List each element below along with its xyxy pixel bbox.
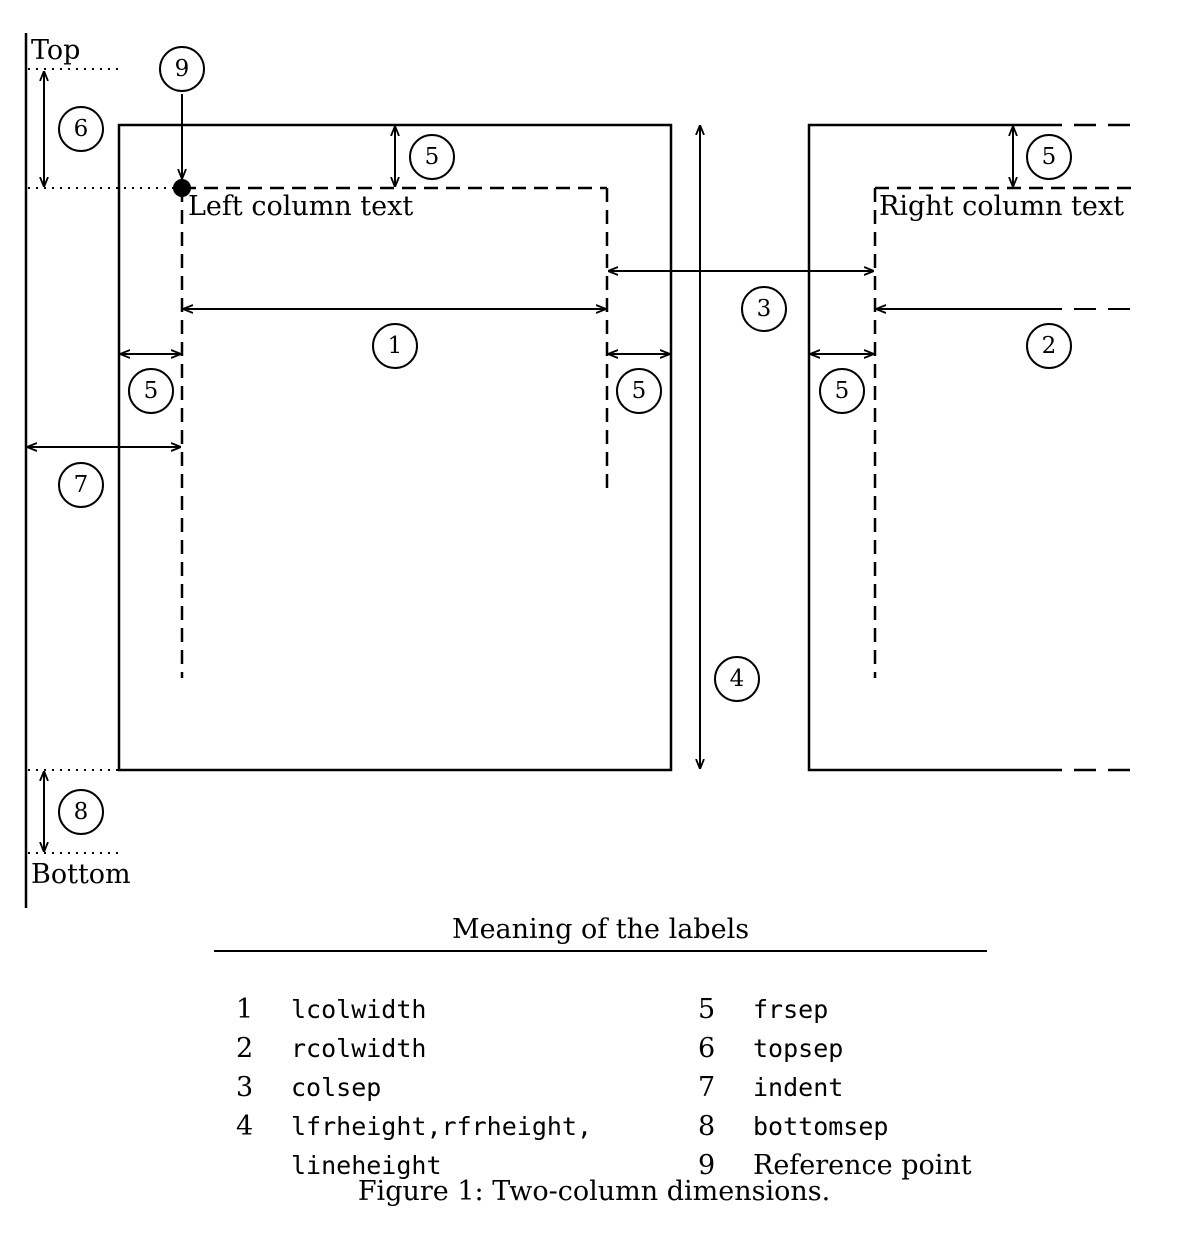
- legend-num-3: 3: [236, 1072, 254, 1103]
- dotted-guides: [28, 68, 180, 854]
- right-column-text: Right column text: [879, 191, 1124, 222]
- legend-grid: 1 lcolwidth 2 rcolwidth 3 colsep 4 lfrhe…: [214, 952, 987, 1181]
- legend-table: Meaning of the labels 1 lcolwidth 2 rcol…: [214, 912, 987, 1181]
- top-label: Top: [31, 35, 80, 66]
- legend-name-3: colsep: [291, 1073, 382, 1102]
- legend-name-5: frsep: [753, 995, 829, 1024]
- right-frame: [807, 123, 1040, 772]
- legend-name-8: bottomsep: [753, 1112, 889, 1141]
- legend-num-7: 7: [698, 1072, 716, 1103]
- legend-name-4-cont: lineheight: [291, 1151, 442, 1180]
- legend-num-1: 1: [236, 994, 254, 1025]
- right-text-area: [873, 186, 1135, 678]
- callout-2: 2: [1042, 333, 1057, 359]
- dimension-arrows: [28, 72, 1040, 851]
- legend-name-7: indent: [753, 1073, 844, 1102]
- callout-8: 8: [74, 799, 89, 825]
- callout-6: 6: [74, 116, 89, 142]
- callout-numbers: 9 6 5 5 3 1 2 5 5 5 7 4 8: [74, 56, 1057, 825]
- figure-caption: Figure 1: Two-column dimensions.: [357, 1176, 831, 1207]
- legend-num-2: 2: [236, 1033, 254, 1064]
- legend-name-1: lcolwidth: [291, 995, 427, 1024]
- right-frame-continuation: [1040, 123, 1135, 772]
- legend-name-4: lfrheight,rfrheight,: [291, 1112, 593, 1141]
- left-column-text: Left column text: [188, 191, 413, 222]
- callout-4: 4: [730, 666, 745, 692]
- callout-1: 1: [388, 333, 403, 359]
- reference-point-dot: [173, 179, 191, 197]
- legend-num-4: 4: [236, 1111, 254, 1142]
- bottom-label: Bottom: [31, 859, 131, 890]
- callout-5-right: 5: [632, 378, 647, 404]
- legend-num-6: 6: [698, 1033, 716, 1064]
- two-column-diagram: Top Bottom Left column text Right column…: [24, 33, 1135, 908]
- callout-5-top-right: 5: [1042, 144, 1057, 170]
- callout-9: 9: [175, 56, 190, 82]
- callout-5-right-col: 5: [835, 378, 850, 404]
- legend-name-9: Reference point: [753, 1150, 972, 1181]
- legend-num-5: 5: [698, 994, 716, 1025]
- legend-num-8: 8: [698, 1111, 716, 1142]
- legend-rule: [214, 950, 987, 952]
- callout-5-left: 5: [144, 378, 159, 404]
- callout-7: 7: [74, 472, 89, 498]
- callout-3: 3: [757, 296, 772, 322]
- legend-num-9: 9: [698, 1150, 716, 1181]
- legend-name-6: topsep: [753, 1034, 844, 1063]
- callouts: [58, 46, 1072, 835]
- left-text-area: [180, 186, 609, 678]
- callout-5-top-left: 5: [425, 144, 440, 170]
- legend-title: Meaning of the labels: [451, 914, 750, 945]
- legend-name-2: rcolwidth: [291, 1034, 427, 1063]
